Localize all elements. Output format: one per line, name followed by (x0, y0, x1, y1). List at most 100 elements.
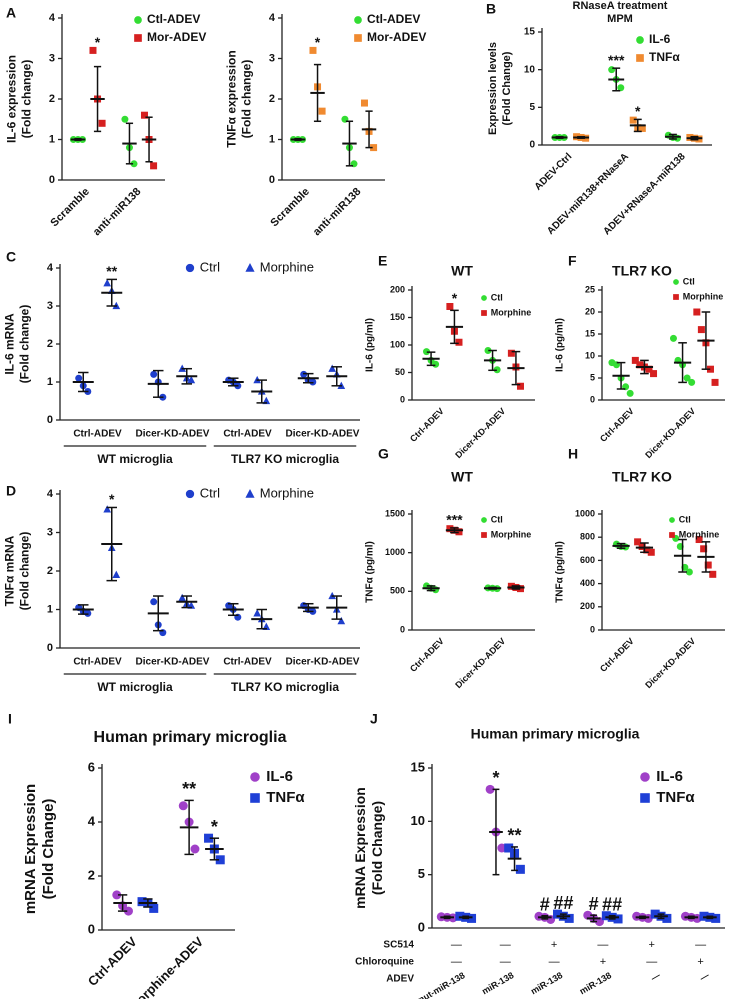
significance-label: *** (608, 52, 625, 68)
data-point (634, 538, 642, 546)
data-point (140, 111, 148, 119)
significance-label: * (95, 34, 101, 50)
legend-label: TNFα (656, 789, 695, 806)
y-axis-label: (Fold Change) (501, 51, 513, 125)
data-point (309, 46, 317, 54)
y-tick-label: 10 (411, 813, 425, 828)
data-point (204, 833, 214, 843)
x-tick-label: Ctrl-ADEV (598, 406, 636, 444)
legend-marker (481, 310, 487, 316)
legend-label: Morphine (260, 485, 314, 500)
data-point (507, 582, 515, 590)
data-point (103, 505, 112, 513)
x-tick-label: Ctrl-ADEV (223, 429, 272, 440)
legend-marker (640, 793, 650, 803)
y-tick-label: 150 (390, 312, 405, 322)
y-tick-label: 5 (529, 102, 535, 113)
data-point (485, 784, 495, 794)
y-axis-label: IL-6 expression (5, 55, 19, 143)
y-tick-label: 15 (411, 759, 425, 774)
y-tick-label: 2 (47, 338, 53, 350)
y-tick-label: 4 (47, 488, 54, 500)
data-point (645, 365, 653, 373)
y-tick-label: 0 (400, 624, 405, 634)
significance-label: ## (553, 893, 573, 913)
y-tick-label: 600 (580, 555, 595, 565)
data-point (662, 913, 672, 923)
y-tick-label: 4 (49, 12, 56, 24)
legend-marker (636, 36, 644, 44)
y-tick-label: 0 (47, 414, 53, 426)
chart-title: WT (451, 469, 473, 485)
condition-value: — (500, 956, 511, 968)
condition-value: — (698, 970, 711, 983)
y-tick-label: 0 (418, 919, 425, 934)
y-axis-label: TNFα mRNA (3, 535, 17, 606)
legend-marker (636, 54, 644, 62)
chart-title: TLR7 KO (612, 263, 672, 279)
legend-label: Morphine (491, 529, 532, 539)
legend-label: TNFα (266, 789, 305, 806)
group-label: TLR7 KO microglia (231, 452, 339, 466)
y-tick-label: 50 (395, 367, 405, 377)
legend-marker (354, 16, 362, 24)
legend-label: IL-6 (656, 768, 683, 785)
y-tick-label: 800 (580, 532, 595, 542)
y-tick-label: 25 (585, 284, 595, 294)
y-axis-label: (Fold Change) (369, 801, 385, 895)
y-tick-label: 1 (47, 376, 53, 388)
legend-marker (134, 16, 142, 24)
data-point (98, 119, 106, 127)
data-point (121, 115, 129, 123)
data-point (647, 548, 655, 556)
legend-label: Ctl-ADEV (367, 12, 420, 26)
y-tick-label: 3 (269, 52, 275, 64)
data-point (178, 801, 188, 811)
chart-title: Human primary microglia (94, 729, 287, 746)
legend-label: Ctl (491, 514, 503, 524)
y-tick-label: 15 (524, 27, 536, 38)
group-label: WT microglia (97, 452, 173, 466)
data-point (215, 855, 225, 865)
data-point (337, 616, 346, 625)
x-tick-label: Dicer-KD-ADEV (453, 636, 507, 690)
condition-value: — (597, 939, 608, 951)
x-tick-label: Scramble (48, 186, 92, 230)
y-tick-label: 0 (49, 174, 55, 186)
y-tick-label: 200 (580, 601, 595, 611)
data-point (112, 890, 122, 900)
legend-marker (245, 263, 255, 272)
legend-label: Ctl (683, 276, 695, 286)
legend-label: Mor-ADEV (367, 30, 426, 44)
legend-marker (481, 532, 487, 538)
condition-value: + (600, 956, 606, 968)
data-point (130, 160, 138, 168)
data-point (706, 365, 714, 373)
significance-label: # (589, 894, 599, 914)
x-tick-label: Ctrl-ADEV (408, 636, 446, 674)
legend-marker (250, 793, 260, 803)
condition-name: SC514 (383, 940, 414, 951)
x-tick-label: Ctrl-ADEV (223, 657, 272, 668)
data-point (112, 570, 121, 578)
data-point (467, 913, 477, 923)
condition-value: — (649, 970, 662, 983)
data-point (643, 913, 653, 923)
legend-label: Morphine (491, 307, 532, 317)
chart-title: TLR7 KO (612, 469, 672, 485)
group-label: TLR7 KO microglia (231, 680, 339, 694)
y-tick-label: 1500 (385, 508, 405, 518)
significance-label: ** (182, 779, 196, 799)
x-tick-label: Ctrl-ADEV (85, 934, 140, 989)
y-tick-label: 6 (88, 759, 95, 774)
y-tick-label: 0 (529, 140, 535, 151)
data-point (493, 366, 501, 374)
y-axis-label: TNFα expression (225, 50, 239, 147)
legend-marker (640, 772, 650, 782)
x-tick-label: Scramble (268, 186, 312, 230)
y-tick-label: 500 (390, 586, 405, 596)
legend-marker (185, 263, 195, 273)
y-tick-label: 1000 (575, 508, 595, 518)
legend-marker (673, 279, 679, 285)
panel-letter: F (568, 253, 577, 269)
